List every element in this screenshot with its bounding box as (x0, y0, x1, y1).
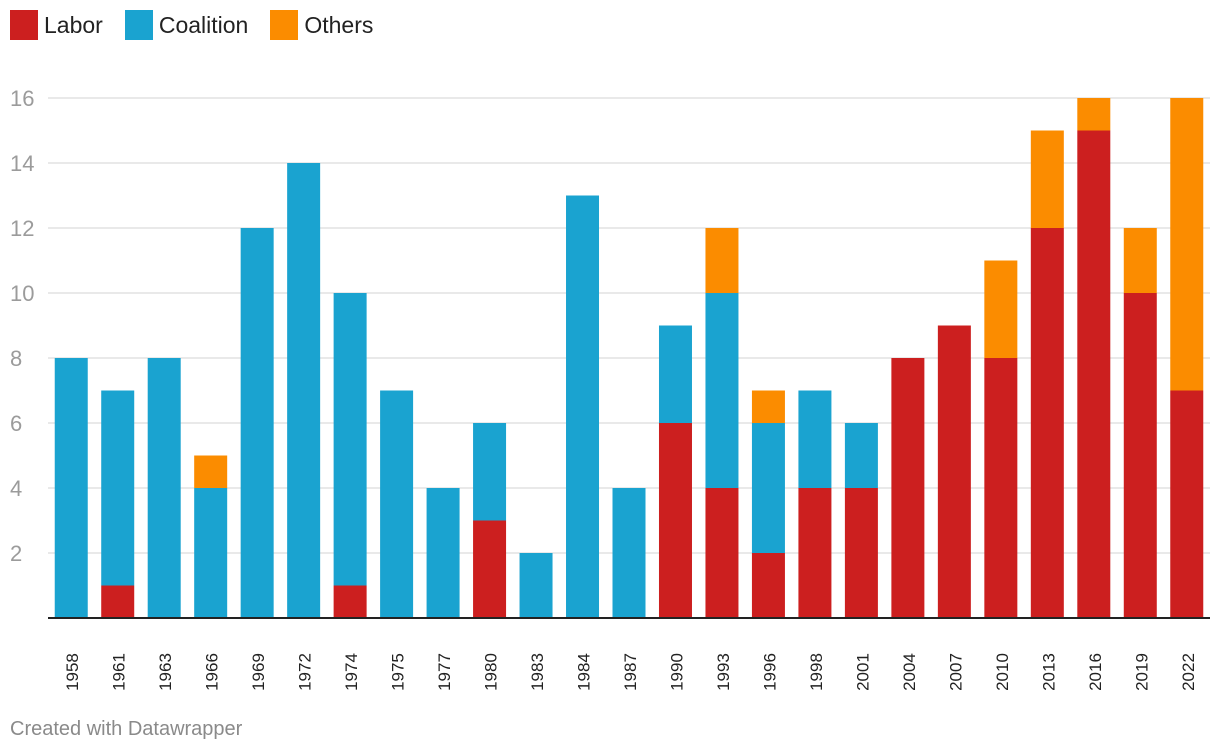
bar-coalition-1977 (426, 488, 460, 618)
legend-label-coalition: Coalition (158, 11, 249, 38)
x-tick-label-1987: 1987 (621, 653, 640, 691)
bar-others-2016 (1077, 98, 1111, 131)
x-tick-label-2019: 2019 (1132, 653, 1151, 691)
bar-coalition-1961 (101, 390, 135, 586)
legend: Labor Coalition Others (10, 10, 395, 40)
x-tick-label-2001: 2001 (853, 653, 872, 691)
bar-labor-1980 (473, 520, 507, 618)
bar-labor-2013 (1030, 228, 1064, 618)
x-tick-label-1983: 1983 (528, 653, 547, 691)
y-tick-label-14: 14 (10, 151, 34, 176)
x-tick-label-1969: 1969 (249, 653, 268, 691)
bar-others-1996 (751, 390, 785, 423)
bar-coalition-1980 (473, 423, 507, 521)
x-tick-label-2016: 2016 (1086, 653, 1105, 691)
bar-others-1993 (705, 228, 739, 293)
legend-label-others: Others (304, 11, 374, 38)
bar-labor-1996 (751, 553, 785, 618)
x-tick-label-1998: 1998 (807, 653, 826, 691)
x-tick-label-2013: 2013 (1039, 653, 1058, 691)
y-tick-label-2: 2 (10, 541, 22, 566)
x-tick-label-2004: 2004 (900, 653, 919, 691)
legend-item-coalition: Coalition (124, 10, 249, 40)
bar-labor-1990 (658, 423, 692, 618)
x-tick-label-1980: 1980 (482, 653, 501, 691)
y-tick-label-10: 10 (10, 281, 34, 306)
bar-others-2019 (1123, 228, 1157, 293)
x-tick-label-1977: 1977 (435, 653, 454, 691)
y-tick-label-16: 16 (10, 86, 34, 111)
bar-coalition-1983 (519, 553, 553, 618)
stacked-bar-chart: 2 4 6 8 10 12 14 16 1958 1961 1963 1966 1969 1972 1974… (10, 86, 1210, 691)
bar-labor-2016 (1077, 130, 1111, 618)
x-tick-label-1993: 1993 (714, 653, 733, 691)
bar-labor-1998 (798, 488, 832, 618)
x-tick-label-2022: 2022 (1179, 653, 1198, 691)
bar-labor-1961 (101, 585, 135, 618)
bar-labor-1993 (705, 488, 739, 618)
y-tick-label-4: 4 (10, 476, 22, 501)
x-tick-label-1963: 1963 (156, 653, 175, 691)
bar-labor-2010 (984, 358, 1018, 618)
bar-coalition-1975 (380, 390, 414, 618)
y-tick-label-12: 12 (10, 216, 34, 241)
bar-labor-2004 (891, 358, 925, 618)
bar-coalition-1974 (333, 293, 367, 586)
legend-item-others: Others (270, 10, 373, 40)
bar-coalition-1987 (612, 488, 646, 618)
bar-others-1966 (194, 455, 228, 488)
bar-coalition-1963 (147, 358, 181, 618)
legend-swatch-others (270, 10, 299, 40)
x-tick-label-1958: 1958 (63, 653, 82, 691)
bar-coalition-1958 (54, 358, 88, 618)
x-tick-label-1996: 1996 (760, 653, 779, 691)
bar-coalition-1993 (705, 293, 739, 488)
x-tick-label-1966: 1966 (203, 653, 222, 691)
x-tick-label-1975: 1975 (389, 653, 408, 691)
bar-coalition-2001 (844, 423, 878, 488)
bar-labor-2007 (937, 325, 971, 618)
bar-coalition-1996 (751, 423, 785, 553)
bar-others-2010 (984, 260, 1018, 358)
bar-coalition-1969 (240, 228, 274, 618)
x-tick-label-1990: 1990 (667, 653, 686, 691)
x-tick-label-1972: 1972 (296, 653, 315, 691)
x-tick-label-1974: 1974 (342, 653, 361, 691)
bar-labor-1974 (333, 585, 367, 618)
bar-coalition-1966 (194, 488, 228, 618)
x-tick-label-1984: 1984 (575, 653, 594, 691)
bar-coalition-1984 (566, 195, 600, 618)
x-tick-label-2007: 2007 (946, 653, 965, 691)
y-tick-label-6: 6 (10, 411, 22, 436)
legend-item-labor: Labor (10, 10, 103, 40)
y-tick-label-8: 8 (10, 346, 22, 371)
bar-coalition-1990 (658, 325, 692, 423)
bar-others-2013 (1030, 130, 1064, 228)
bar-others-2022 (1170, 98, 1204, 391)
x-tick-label-2010: 2010 (993, 653, 1012, 691)
legend-label-labor: Labor (44, 11, 103, 38)
legend-swatch-labor (10, 10, 38, 40)
x-tick-label-1961: 1961 (110, 653, 129, 691)
bar-coalition-1998 (798, 390, 832, 488)
legend-swatch-coalition (124, 10, 153, 40)
bar-labor-2019 (1123, 293, 1157, 618)
footer-credit: Created with Datawrapper (10, 718, 243, 740)
bar-coalition-1972 (287, 163, 321, 618)
bar-labor-2022 (1170, 390, 1204, 618)
bar-labor-2001 (844, 488, 878, 618)
